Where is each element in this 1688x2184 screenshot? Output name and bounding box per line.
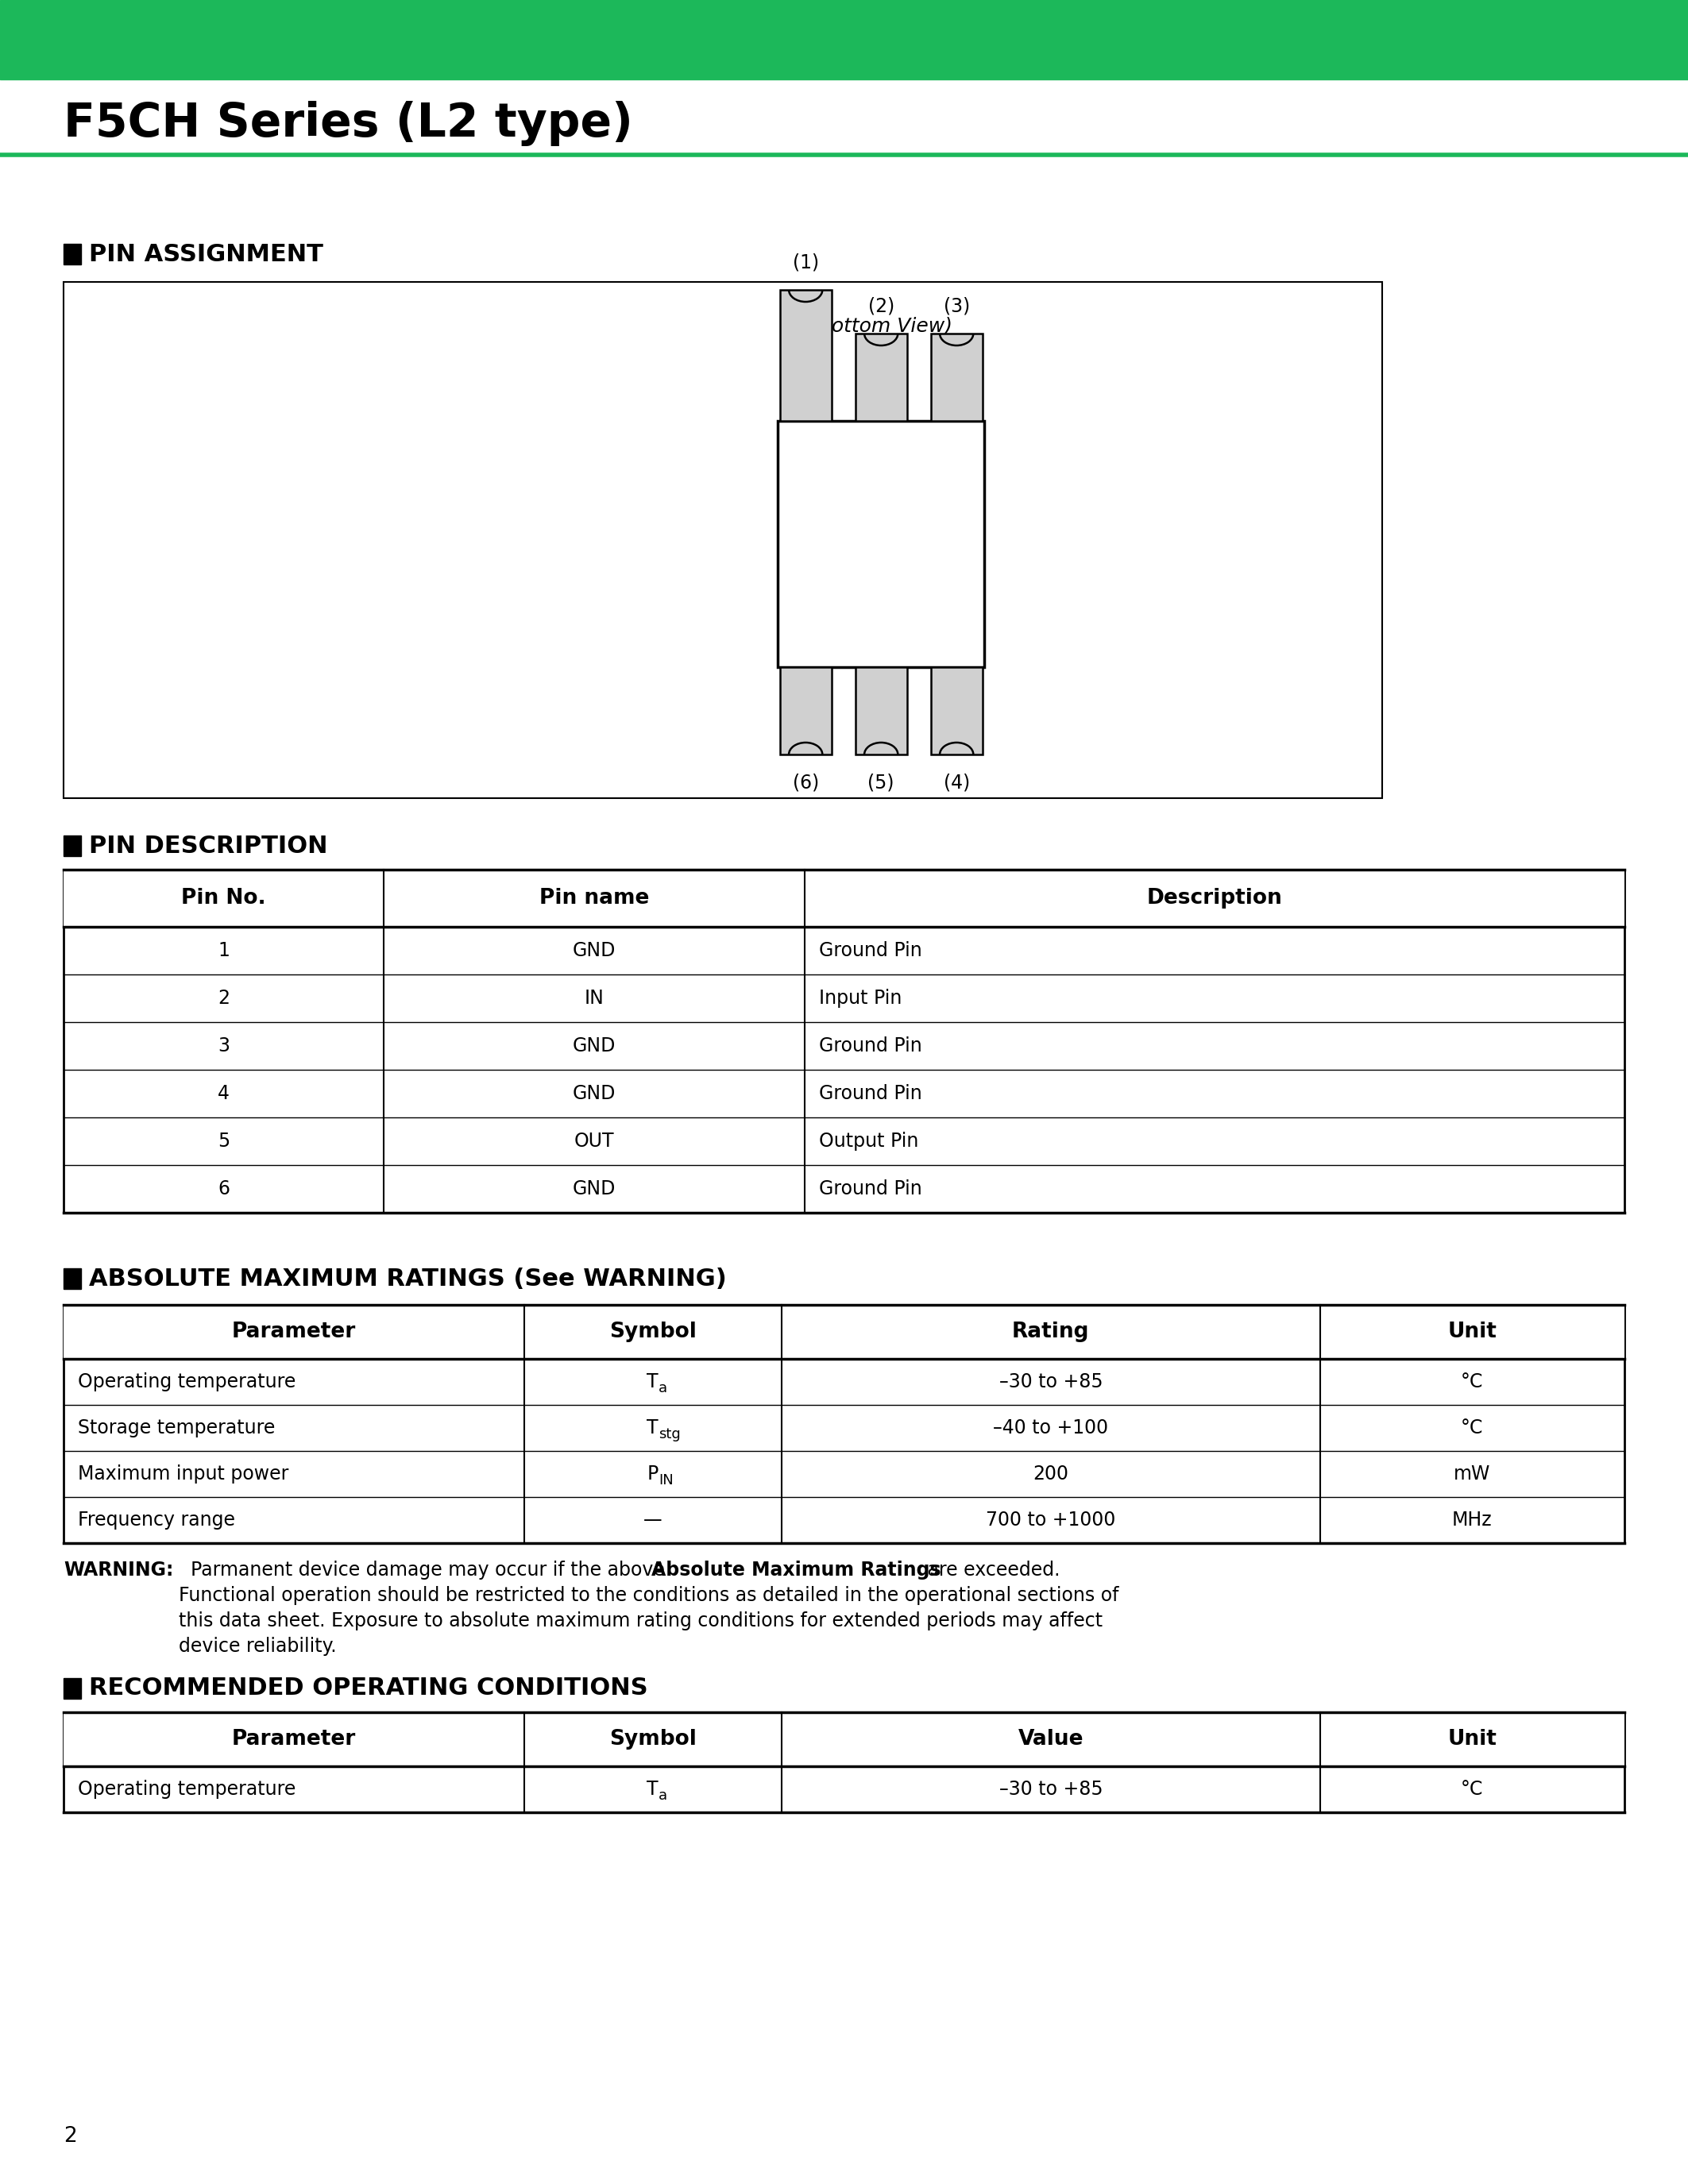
Text: WARNING:: WARNING: (64, 1562, 174, 1579)
Text: –30 to +85: –30 to +85 (999, 1780, 1102, 1800)
Bar (778, 422, 984, 666)
Bar (856, 334, 906, 422)
Text: device reliability.: device reliability. (179, 1636, 336, 1655)
Bar (64, 836, 81, 856)
Text: T: T (647, 1417, 658, 1437)
Bar (64, 1269, 81, 1289)
Bar (64, 1712, 1624, 1813)
Text: a: a (658, 1380, 667, 1396)
Bar (0, 0, 1688, 79)
Text: MHz: MHz (1452, 1511, 1492, 1529)
Text: Ground Pin: Ground Pin (819, 1083, 922, 1103)
Text: F5CH Series (L2 type): F5CH Series (L2 type) (64, 100, 633, 146)
Text: OUT: OUT (574, 1131, 614, 1151)
Text: Pin name: Pin name (538, 889, 650, 909)
Bar (64, 282, 1382, 797)
Text: –30 to +85: –30 to +85 (999, 1372, 1102, 1391)
Text: Functional operation should be restricted to the conditions as detailed in the o: Functional operation should be restricte… (179, 1586, 1119, 1605)
Text: 1: 1 (218, 941, 230, 961)
Text: Rating: Rating (1013, 1321, 1089, 1343)
Text: –40 to +100: –40 to +100 (993, 1417, 1109, 1437)
Text: P: P (647, 1465, 658, 1483)
Text: Operating temperature: Operating temperature (78, 1780, 295, 1800)
Bar (64, 245, 81, 264)
Text: ABSOLUTE MAXIMUM RATINGS (See WARNING): ABSOLUTE MAXIMUM RATINGS (See WARNING) (89, 1267, 726, 1291)
Text: GND: GND (572, 1083, 616, 1103)
Bar (64, 869, 1624, 1212)
Bar (64, 869, 1624, 926)
Text: GND: GND (572, 1037, 616, 1055)
Bar (780, 666, 832, 753)
Text: Storage temperature: Storage temperature (78, 1417, 275, 1437)
Text: Parameter: Parameter (231, 1321, 356, 1343)
Text: °C: °C (1462, 1417, 1484, 1437)
Bar (856, 666, 906, 753)
Text: GND: GND (572, 1179, 616, 1199)
Text: are exceeded.: are exceeded. (922, 1562, 1060, 1579)
Text: Pin No.: Pin No. (181, 889, 267, 909)
Text: RECOMMENDED OPERATING CONDITIONS: RECOMMENDED OPERATING CONDITIONS (89, 1677, 648, 1699)
Bar (64, 1304, 1624, 1358)
Bar (930, 334, 982, 422)
Text: this data sheet. Exposure to absolute maximum rating conditions for extended per: this data sheet. Exposure to absolute ma… (179, 1612, 1102, 1631)
Bar (64, 1304, 1624, 1544)
Text: 700 to +1000: 700 to +1000 (986, 1511, 1116, 1529)
Text: Value: Value (1018, 1730, 1084, 1749)
Text: Symbol: Symbol (609, 1730, 697, 1749)
Bar (780, 290, 832, 422)
Text: IN: IN (658, 1474, 674, 1487)
Text: Description: Description (1146, 889, 1283, 909)
Text: mW: mW (1453, 1465, 1491, 1483)
Text: 5: 5 (218, 1131, 230, 1151)
Text: Input Pin: Input Pin (819, 989, 901, 1007)
Text: (5): (5) (868, 773, 895, 793)
Text: Operating temperature: Operating temperature (78, 1372, 295, 1391)
Text: Ground Pin: Ground Pin (819, 941, 922, 961)
Text: 200: 200 (1033, 1465, 1069, 1483)
Text: (Bottom View): (Bottom View) (810, 317, 952, 334)
Text: 6: 6 (218, 1179, 230, 1199)
Text: (1): (1) (792, 253, 819, 271)
Text: Unit: Unit (1448, 1730, 1497, 1749)
Text: Maximum input power: Maximum input power (78, 1465, 289, 1483)
Text: °C: °C (1462, 1372, 1484, 1391)
Text: PIN ASSIGNMENT: PIN ASSIGNMENT (89, 242, 322, 266)
Text: 4: 4 (218, 1083, 230, 1103)
Text: —: — (643, 1511, 662, 1529)
Text: Ground Pin: Ground Pin (819, 1037, 922, 1055)
Text: T: T (647, 1372, 658, 1391)
Text: Ground Pin: Ground Pin (819, 1179, 922, 1199)
Text: Parameter: Parameter (231, 1730, 356, 1749)
Text: Parmanent device damage may occur if the above: Parmanent device damage may occur if the… (179, 1562, 670, 1579)
Text: IN: IN (584, 989, 604, 1007)
Text: a: a (658, 1789, 667, 1802)
Bar (930, 666, 982, 753)
Text: 3: 3 (218, 1037, 230, 1055)
Bar (64, 1712, 1624, 1767)
Text: (6): (6) (792, 773, 819, 793)
Text: stg: stg (658, 1426, 680, 1441)
Text: Symbol: Symbol (609, 1321, 697, 1343)
Text: Absolute Maximum Ratings: Absolute Maximum Ratings (652, 1562, 940, 1579)
Text: 2: 2 (218, 989, 230, 1007)
Text: 2: 2 (64, 2125, 78, 2147)
Text: T: T (647, 1780, 658, 1800)
Text: (3): (3) (944, 297, 971, 314)
Text: °C: °C (1462, 1780, 1484, 1800)
Text: Output Pin: Output Pin (819, 1131, 918, 1151)
Text: Unit: Unit (1448, 1321, 1497, 1343)
Text: (4): (4) (944, 773, 971, 793)
Text: PIN DESCRIPTION: PIN DESCRIPTION (89, 834, 327, 858)
Text: (2): (2) (868, 297, 895, 314)
Text: GND: GND (572, 941, 616, 961)
Text: Frequency range: Frequency range (78, 1511, 235, 1529)
Bar (64, 1677, 81, 1699)
